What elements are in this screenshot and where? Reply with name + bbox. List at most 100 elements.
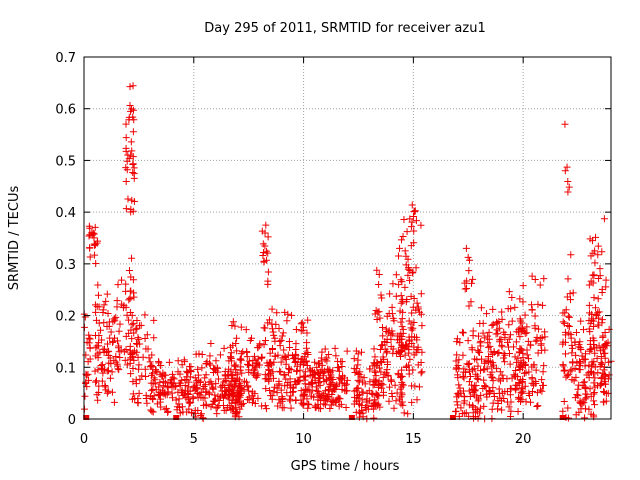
data-point [498,308,506,316]
data-point [598,289,606,297]
data-point [382,327,390,335]
data-point [94,281,102,289]
data-point [287,392,295,400]
data-point [319,392,327,400]
data-point [85,232,93,240]
data-point [357,373,365,381]
data-point [569,344,577,352]
data-point [493,319,501,327]
data-point [147,379,155,387]
data-point [395,281,403,289]
data-point [104,367,112,375]
data-point [258,402,266,410]
data-point [84,358,92,366]
data-point [149,369,157,377]
data-point [413,396,421,404]
data-point [567,334,575,342]
data-point [138,372,146,380]
data-point [521,382,529,390]
data-point [407,223,415,231]
data-point [359,378,367,386]
data-point [390,404,398,412]
data-point [471,355,479,363]
data-point [286,344,294,352]
data-point [116,354,124,362]
data-point [216,351,224,359]
data-point [217,383,225,391]
data-point [312,403,320,411]
data-point [418,368,426,376]
data-point [600,366,608,374]
data-point [573,391,581,399]
data-point [335,395,343,403]
data-point [568,366,576,374]
data-point [95,339,103,347]
data-point [565,322,573,330]
data-point [398,315,406,323]
data-point [408,309,416,317]
data-point [207,403,215,411]
data-point [589,315,597,323]
data-point [469,402,477,410]
data-point [566,290,574,298]
data-point [581,414,589,422]
x-tick-label: 10 [295,432,312,447]
data-point [395,371,403,379]
data-point [375,281,383,289]
data-point [103,290,111,298]
data-point [176,409,184,417]
data-point [372,390,380,398]
data-point [147,362,155,370]
grid-lines [84,57,611,419]
data-point [587,410,595,418]
data-point [116,320,124,328]
data-point [535,325,543,333]
data-point [183,408,191,416]
data-point [261,337,269,345]
data-point [412,264,420,272]
data-point [150,334,158,342]
data-point [192,385,200,393]
data-point [206,361,214,369]
data-point [124,195,132,203]
data-point [473,393,481,401]
data-point [261,375,269,383]
data-point [397,335,405,343]
data-point [185,398,193,406]
data-point [481,382,489,390]
data-point [129,128,137,136]
data-point [276,367,284,375]
data-point [397,344,405,352]
data-point [469,327,477,335]
data-point [534,349,542,357]
data-point [265,376,273,384]
data-point [133,316,141,324]
data-point [143,399,151,407]
data-point [401,247,409,255]
data-point [274,351,282,359]
data-point [459,372,467,380]
data-point [329,367,337,375]
data-point [388,377,396,385]
data-point [309,370,317,378]
data-point [364,402,372,410]
data-point [528,379,536,387]
data-point [233,395,241,403]
data-point [585,301,593,309]
data-point [489,305,497,313]
data-point [82,351,90,359]
data-point [275,396,283,404]
data-point [162,371,170,379]
data-point [605,325,613,333]
data-point [575,381,583,389]
data-point [250,352,258,360]
data-point [521,311,529,319]
data-point [462,244,470,252]
data-point [134,395,142,403]
data-point [590,322,598,330]
data-point [269,368,277,376]
data-point [384,372,392,380]
data-point [480,376,488,384]
data-point [565,312,573,320]
data-point [360,374,368,382]
